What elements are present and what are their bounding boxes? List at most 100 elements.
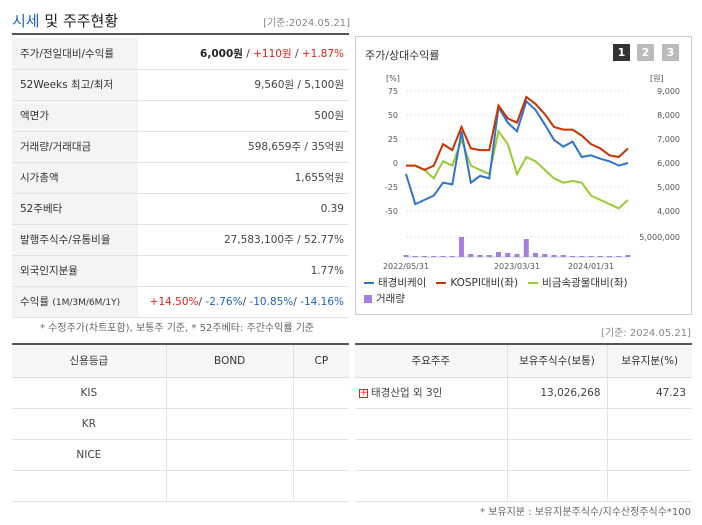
legend-item: 비금속광물대비(좌) bbox=[528, 275, 628, 291]
page-title: 시세 및 주주현황 bbox=[12, 10, 118, 31]
table-cell bbox=[166, 377, 294, 409]
volume-bar bbox=[597, 256, 603, 257]
volume-tick-label: 5,000,000 bbox=[639, 233, 680, 242]
legend-swatch bbox=[528, 282, 539, 284]
legend-swatch bbox=[364, 295, 372, 303]
series-line-sector bbox=[406, 128, 629, 210]
legend-item: 태경비케이 bbox=[364, 275, 426, 291]
y-right-tick-label: 9,000 bbox=[657, 87, 680, 96]
table-row: 52주베타 0.39 bbox=[12, 193, 349, 225]
table-row: 시가총액 1,655억원 bbox=[12, 162, 349, 194]
table-cell bbox=[293, 439, 349, 471]
table-row: KR bbox=[12, 408, 349, 440]
volume-bar bbox=[579, 256, 585, 257]
stat-value: 1,655억원 bbox=[138, 162, 349, 194]
column-header: 주요주주 bbox=[355, 343, 508, 378]
volume-bar bbox=[523, 239, 529, 257]
returns-period: (1M/3M/6M/1Y) bbox=[52, 298, 121, 308]
table-cell bbox=[166, 439, 294, 471]
volume-bar bbox=[440, 256, 446, 257]
table-cell bbox=[355, 408, 508, 440]
stat-label: 52Weeks 최고/최저 bbox=[12, 69, 138, 101]
chart-page-2-button[interactable]: 2 bbox=[637, 44, 654, 61]
chart-page-3-button[interactable]: 3 bbox=[662, 44, 679, 61]
stat-label: 주가/전일대비/수익률 bbox=[12, 38, 138, 70]
return-1m: +14.50% bbox=[149, 295, 199, 308]
series-line-stock bbox=[405, 99, 629, 206]
table-row: 외국인지분율 1.77% bbox=[12, 255, 349, 287]
volume-bar bbox=[459, 237, 464, 257]
y-right-tick-label: 7,000 bbox=[657, 135, 680, 144]
stat-label: 52주베타 bbox=[12, 193, 138, 225]
volume-bar bbox=[542, 254, 548, 257]
footnote: * 보유지분 : 보유지분주식수/지수산정주식수*100 bbox=[480, 507, 691, 518]
table-cell bbox=[607, 439, 692, 471]
table-header-row: 주요주주 보유주식수(보통) 보유지분(%) bbox=[355, 343, 692, 378]
series-line-kospi bbox=[406, 95, 629, 172]
table-row: 발행주식수/유통비율 27,583,100주 / 52.77% bbox=[12, 224, 349, 256]
price-rate: +1.87% bbox=[301, 47, 344, 60]
chart-title: 주가/상대수익률 bbox=[365, 49, 440, 62]
volume-bar bbox=[514, 254, 520, 257]
table-row: KIS bbox=[12, 377, 349, 409]
y-right-tick-label: 8,000 bbox=[657, 111, 680, 120]
column-header: 보유주식수(보통) bbox=[507, 343, 608, 378]
table-row bbox=[12, 470, 349, 502]
stat-label: 발행주식수/유통비율 bbox=[12, 224, 138, 256]
table-row bbox=[355, 408, 692, 440]
table-cell bbox=[293, 377, 349, 409]
volume-bar bbox=[477, 255, 483, 257]
volume-bar bbox=[431, 256, 437, 257]
volume-bar bbox=[570, 256, 575, 257]
y-left-unit: [%] bbox=[386, 74, 400, 83]
return-6m: -10.85% bbox=[249, 295, 294, 308]
volume-bar bbox=[422, 256, 427, 257]
stat-label: 수익률 (1M/3M/6M/1Y) bbox=[12, 286, 138, 318]
stat-value: 1.77% bbox=[138, 255, 349, 287]
expand-icon[interactable]: + bbox=[359, 387, 368, 398]
volume-bar bbox=[551, 255, 557, 257]
volume-bar bbox=[496, 252, 501, 257]
table-cell bbox=[607, 470, 692, 502]
table-cell bbox=[507, 408, 608, 440]
table-cell bbox=[355, 470, 508, 502]
chart-legend: 태경비케이 KOSPI대비(좌) 비금속광물대비(좌) 거래량 bbox=[364, 275, 638, 307]
price: 6,000원 bbox=[200, 47, 243, 60]
title-highlight: 시세 bbox=[12, 12, 40, 30]
volume-bar bbox=[607, 256, 612, 257]
table-row: 52Weeks 최고/최저 9,560원 / 5,100원 bbox=[12, 69, 349, 101]
volume-bar bbox=[625, 255, 631, 257]
volume-bar bbox=[505, 253, 511, 257]
shareholder-name-cell: + 태경산업 외 3인 bbox=[355, 377, 508, 409]
column-header: 보유지분(%) bbox=[607, 343, 692, 378]
volume-bar bbox=[486, 255, 492, 257]
returns-label: 수익률 bbox=[20, 296, 49, 308]
y-right-unit: [원] bbox=[650, 74, 664, 83]
stat-value: 27,583,100주 / 52.77% bbox=[138, 224, 349, 256]
column-header: BOND bbox=[166, 343, 294, 378]
table-cell bbox=[166, 408, 294, 440]
table-cell: KIS bbox=[12, 377, 167, 409]
x-tick-label: 2023/03/31 bbox=[494, 262, 540, 271]
chart-panel: 주가/상대수익률 1 2 3 75 9,000 50 8,000 25 7,000 0 6,0… bbox=[355, 36, 692, 315]
column-header: CP bbox=[293, 343, 349, 378]
table-row: 수익률 (1M/3M/6M/1Y) +14.50%/ -2.76%/ -10.8… bbox=[12, 286, 349, 318]
legend-swatch bbox=[364, 282, 374, 284]
x-tick-label: 2024/01/31 bbox=[568, 262, 614, 271]
table-row: 거래량/거래대금 598,659주 / 35억원 bbox=[12, 131, 349, 163]
table-cell: NICE bbox=[12, 439, 167, 471]
y-left-tick-label: 0 bbox=[393, 159, 398, 168]
table-cell bbox=[12, 470, 167, 502]
table-row: 주가/전일대비/수익률 6,000원 / +110원 / +1.87% bbox=[12, 38, 349, 70]
legend-label: 비금속광물대비(좌) bbox=[542, 277, 628, 289]
divider bbox=[12, 33, 349, 35]
volume-bar bbox=[449, 256, 455, 257]
chart-page-1-button[interactable]: 1 bbox=[613, 44, 630, 61]
volume-bar bbox=[403, 255, 409, 257]
volume-bar bbox=[533, 253, 538, 257]
legend-label: 거래량 bbox=[376, 293, 405, 305]
y-left-tick-label: 75 bbox=[388, 87, 398, 96]
volume-bar bbox=[412, 256, 418, 257]
price-change: +110원 bbox=[253, 47, 292, 60]
table-cell: 47.23 bbox=[607, 377, 692, 409]
